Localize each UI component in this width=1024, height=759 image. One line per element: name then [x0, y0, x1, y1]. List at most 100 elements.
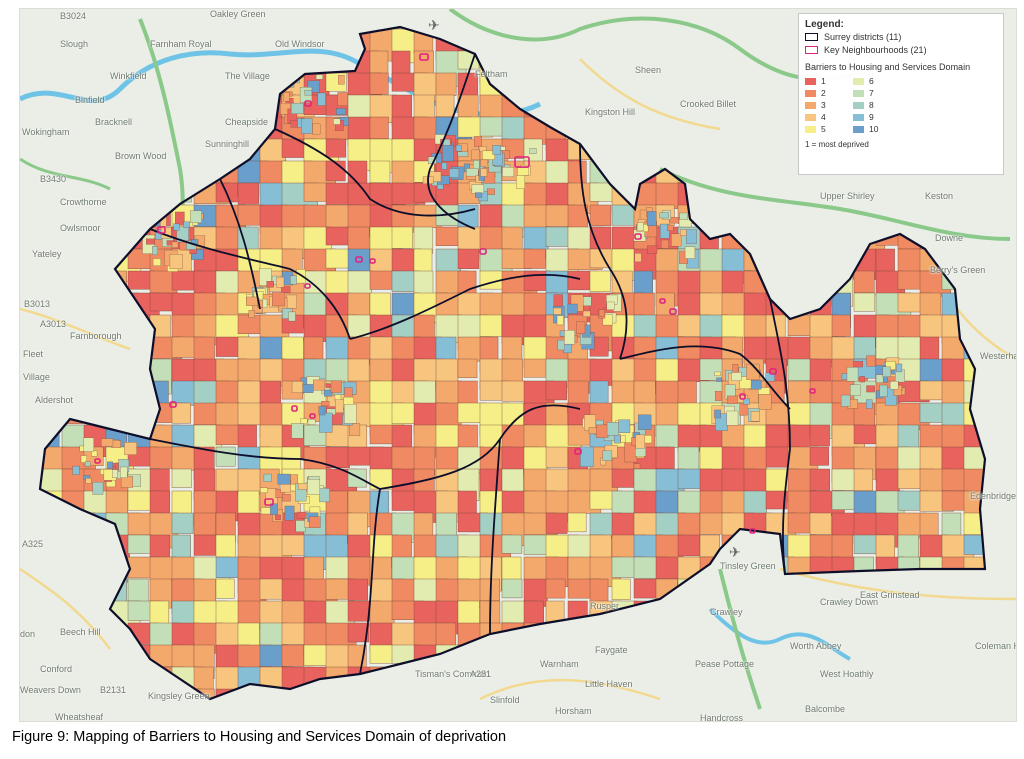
district-boundary [619, 345, 791, 410]
lsoa-area [721, 160, 741, 191]
place-label: Rusper [590, 601, 620, 611]
lsoa-area [897, 556, 920, 586]
lsoa-area [611, 28, 638, 64]
lsoa-area [61, 556, 97, 584]
lsoa-area [986, 403, 1008, 436]
lsoa-area [259, 578, 284, 600]
lsoa-area [567, 116, 593, 139]
decile-5: 5 [805, 124, 853, 134]
key-neighbourhood [809, 388, 816, 394]
district-boundary [274, 128, 476, 217]
lsoa-area [721, 50, 743, 76]
lsoa-area [83, 402, 104, 424]
lsoa-area [727, 395, 738, 404]
decile-swatch [853, 77, 864, 85]
lsoa-area [435, 248, 461, 272]
lsoa-area [479, 490, 506, 514]
lsoa-area [480, 711, 499, 721]
lsoa-area [721, 138, 758, 166]
lsoa-area [787, 270, 807, 303]
lsoa-area [840, 394, 851, 407]
lsoa-area [787, 666, 813, 690]
lsoa-area [963, 578, 985, 606]
lsoa-area [963, 534, 985, 555]
airport-icon: ✈ [729, 544, 741, 560]
lsoa-area [714, 409, 721, 419]
lsoa-area [866, 385, 875, 393]
lsoa-area [260, 487, 268, 494]
lsoa-area [787, 226, 815, 256]
place-label: don [20, 629, 36, 639]
lsoa-area [283, 92, 290, 102]
lsoa-area [1008, 557, 1016, 582]
lsoa-area [677, 72, 714, 92]
place-label: Binfield [75, 95, 105, 105]
place-label: Edenbridge [970, 491, 1017, 501]
lsoa-area [61, 600, 82, 623]
lsoa-area [105, 160, 127, 183]
lsoa-area [501, 644, 531, 667]
place-label: Sheen [635, 65, 662, 75]
lsoa-area [270, 503, 278, 515]
lsoa-area [919, 402, 944, 423]
lsoa-area [83, 534, 114, 555]
lsoa-area [40, 578, 50, 609]
legend-title: Legend: [805, 19, 844, 30]
lsoa-area [524, 711, 559, 721]
lsoa-area [127, 160, 150, 185]
key-neighbourhood [355, 256, 363, 263]
lsoa-area [655, 138, 687, 163]
lsoa-area [191, 249, 204, 260]
lsoa-area [699, 622, 725, 657]
lsoa-area [986, 381, 1009, 412]
lsoa-area [501, 380, 526, 402]
place-label: A3013 [40, 319, 67, 329]
lsoa-area [297, 483, 308, 490]
lsoa-area [480, 168, 488, 177]
lsoa-area [193, 72, 214, 100]
lsoa-area [850, 384, 861, 396]
lsoa-area [20, 711, 47, 721]
lsoa-area [471, 149, 480, 161]
lsoa-area [105, 204, 127, 236]
lsoa-area [260, 507, 272, 515]
lsoa-area [553, 307, 562, 315]
lsoa-area [266, 281, 274, 288]
legend-domain-title: Barriers to Housing and Services Domain [805, 62, 971, 72]
lsoa-area [859, 376, 865, 383]
lsoa-area [606, 301, 615, 310]
lsoa-area [659, 223, 670, 239]
lsoa-area [259, 688, 285, 699]
lsoa-area [347, 666, 384, 696]
lsoa-area [634, 253, 642, 263]
lsoa-area [1008, 29, 1016, 49]
decile-label: 9 [869, 112, 874, 122]
key-neighbourhood [749, 528, 756, 534]
lsoa-area [743, 446, 767, 472]
place-label: Tisman's Common [415, 669, 490, 679]
lsoa-area [671, 233, 682, 247]
lsoa-area [809, 424, 830, 447]
lsoa-area [699, 204, 733, 225]
lsoa-area [83, 270, 106, 305]
lsoa-area [149, 160, 172, 195]
lsoa-area [765, 160, 802, 191]
map-legend: Legend: Surrey districts (11) Key Neighb… [798, 13, 1004, 175]
lsoa-area [765, 116, 798, 145]
lsoa-area [215, 446, 236, 467]
lsoa-area [152, 258, 161, 266]
lsoa-area [325, 534, 348, 559]
place-label: Warnham [540, 659, 579, 669]
place-label: Aldershot [35, 395, 74, 405]
lsoa-area [679, 212, 688, 220]
key-neighbourhood [739, 393, 746, 400]
lsoa-area [765, 94, 786, 127]
lsoa-area [611, 270, 633, 294]
lsoa-area [106, 711, 132, 721]
lsoa-area [319, 412, 333, 433]
lsoa-area [391, 666, 417, 689]
lsoa-area [523, 27, 547, 39]
lsoa-area [20, 315, 36, 347]
decile-swatch [853, 101, 864, 109]
key-neighbourhoods [94, 53, 816, 534]
